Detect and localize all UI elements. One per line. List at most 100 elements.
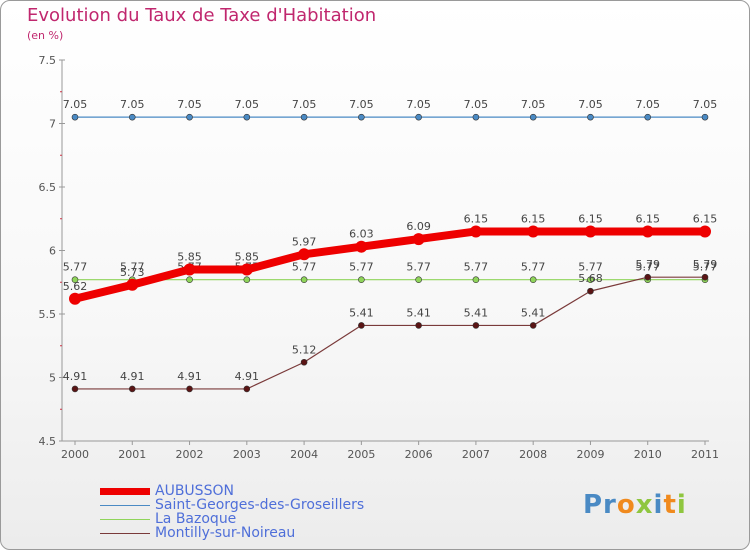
data-label: 7.05 <box>578 98 603 111</box>
data-label: 6.15 <box>521 212 546 225</box>
data-point <box>186 385 193 393</box>
data-label: 4.91 <box>235 370 260 383</box>
legend-label: La Bazoque <box>155 511 237 527</box>
data-label: 5.77 <box>292 261 317 274</box>
data-label: 5.41 <box>349 306 374 319</box>
data-label: 7.05 <box>235 98 260 111</box>
data-point <box>472 276 480 284</box>
data-point <box>412 233 425 246</box>
data-point <box>240 263 253 276</box>
legend-swatch <box>100 519 150 520</box>
data-point <box>126 278 139 291</box>
data-label: 6.15 <box>464 212 489 225</box>
data-label: 6.15 <box>693 212 718 225</box>
legend-swatch <box>100 533 150 534</box>
data-point <box>243 113 251 121</box>
data-point <box>699 225 711 238</box>
data-point <box>300 358 308 366</box>
series-line <box>74 276 706 390</box>
data-label: 4.91 <box>120 370 145 383</box>
data-label: 5.41 <box>406 306 431 319</box>
x-tick-label: 2005 <box>347 448 375 461</box>
data-point <box>472 113 480 121</box>
data-point <box>243 385 251 393</box>
data-point <box>183 263 196 276</box>
data-point <box>243 276 251 284</box>
x-tick-label: 2008 <box>519 448 547 461</box>
data-label: 7.05 <box>693 98 718 111</box>
data-point <box>300 276 308 284</box>
legend-swatch <box>100 488 150 495</box>
data-point <box>701 113 709 121</box>
data-point <box>186 113 193 121</box>
data-label: 5.77 <box>63 261 88 274</box>
data-point <box>128 385 136 393</box>
data-label: 5.73 <box>120 266 145 279</box>
data-label: 5.77 <box>406 261 431 274</box>
data-label: 4.91 <box>63 370 88 383</box>
data-point <box>69 292 81 305</box>
x-tick-label: 2010 <box>634 448 662 461</box>
data-label: 5.68 <box>578 272 603 285</box>
data-point <box>529 276 537 284</box>
data-point <box>71 385 79 393</box>
legend-label: AUBUSSON <box>155 483 234 499</box>
data-label: 7.05 <box>120 98 145 111</box>
y-tick-label: 7.5 <box>39 54 57 67</box>
legend-label: Saint-Georges-des-Groseillers <box>155 497 365 513</box>
data-label: 7.05 <box>177 98 202 111</box>
data-point <box>128 113 136 121</box>
x-tick-label: 2003 <box>233 448 261 461</box>
data-label: 5.79 <box>635 258 660 271</box>
data-label: 5.85 <box>235 251 260 264</box>
data-point <box>71 276 79 284</box>
data-label: 5.62 <box>63 280 88 293</box>
x-tick-label: 2004 <box>290 448 318 461</box>
data-point <box>298 248 311 261</box>
data-label: 7.05 <box>406 98 431 111</box>
data-label: 5.77 <box>349 261 374 274</box>
legend-label: Montilly-sur-Noireau <box>155 525 296 541</box>
data-label: 6.03 <box>349 228 374 241</box>
x-tick-label: 2000 <box>61 448 89 461</box>
y-tick-label: 5 <box>49 372 56 385</box>
data-label: 7.05 <box>349 98 374 111</box>
data-label: 5.41 <box>464 306 489 319</box>
data-point <box>300 113 308 121</box>
data-point <box>529 113 537 121</box>
chart-subtitle: (en %) <box>27 29 64 42</box>
data-label: 5.79 <box>693 258 718 271</box>
y-tick-label: 4.5 <box>39 435 57 448</box>
data-point <box>587 287 594 295</box>
x-tick-label: 2007 <box>462 448 490 461</box>
data-label: 6.15 <box>578 212 603 225</box>
data-point <box>415 322 422 329</box>
data-point <box>355 240 368 253</box>
data-label: 7.05 <box>635 98 660 111</box>
data-label: 5.77 <box>578 261 603 274</box>
chart-title: Evolution du Taux de Taxe d'Habitation <box>27 5 377 26</box>
data-point <box>358 322 365 329</box>
data-label: 7.05 <box>63 98 88 111</box>
data-point <box>358 113 365 121</box>
data-point <box>527 225 540 238</box>
data-label: 6.09 <box>406 220 431 233</box>
data-point <box>641 225 654 238</box>
data-point <box>186 276 193 284</box>
data-label: 7.05 <box>292 98 317 111</box>
data-point <box>472 322 480 329</box>
data-label: 5.41 <box>521 306 546 319</box>
series-line <box>71 227 709 303</box>
legend-swatch <box>100 505 150 506</box>
data-point <box>584 225 597 238</box>
data-label: 5.77 <box>521 261 546 274</box>
data-label: 5.77 <box>120 261 145 274</box>
data-point <box>415 113 422 121</box>
proxiti-logo: Proxiti <box>583 490 687 520</box>
data-label: 7.05 <box>521 98 546 111</box>
data-label: 5.77 <box>464 261 489 274</box>
data-label: 5.77 <box>635 261 660 274</box>
x-tick-label: 2002 <box>176 448 204 461</box>
